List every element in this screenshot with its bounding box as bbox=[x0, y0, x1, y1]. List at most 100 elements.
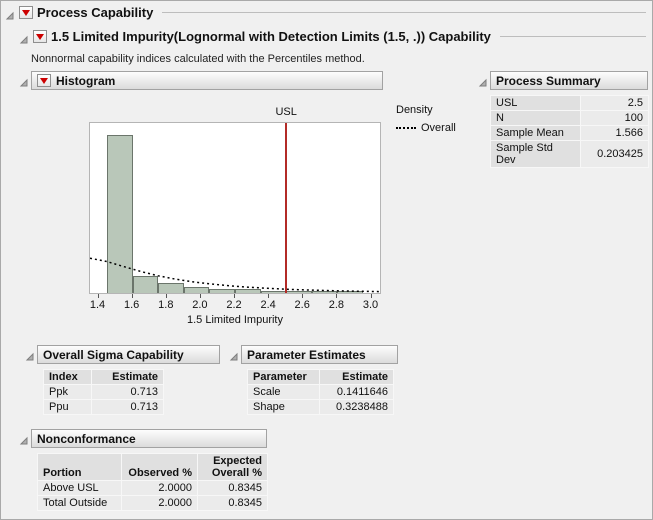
x-axis-tick-label: 1.8 bbox=[158, 299, 174, 311]
table-row: Ppu 0.713 bbox=[43, 399, 164, 415]
outline-header-capability: 1.5 Limited Impurity(Lognormal with Dete… bbox=[19, 29, 646, 44]
histogram-legend: Density Overall bbox=[396, 104, 456, 134]
x-axis-tick-label: 1.6 bbox=[123, 299, 140, 311]
summary-label: N bbox=[490, 110, 581, 126]
x-axis-tick bbox=[302, 294, 304, 298]
histogram-bar[interactable] bbox=[183, 286, 210, 293]
x-axis-tick-label: 3.0 bbox=[362, 299, 379, 311]
x-axis-tick bbox=[268, 294, 270, 298]
x-axis-tick bbox=[234, 294, 235, 298]
x-axis-tick-label: 2.0 bbox=[192, 299, 208, 311]
estimate-cell: 0.3238488 bbox=[319, 399, 394, 415]
x-axis-tick bbox=[131, 294, 133, 298]
summary-value: 0.203425 bbox=[580, 140, 649, 168]
red-triangle-menu-button[interactable] bbox=[19, 6, 33, 19]
expected-cell: 0.8345 bbox=[197, 480, 268, 496]
table-row: N 100 bbox=[490, 110, 649, 126]
x-axis-tick bbox=[370, 294, 372, 298]
legend-entry-overall[interactable]: Overall bbox=[396, 122, 456, 134]
histogram-section-header[interactable]: Histogram bbox=[31, 71, 383, 90]
observed-cell: 2.0000 bbox=[121, 480, 198, 496]
nonconformance-table: Portion Observed % Expected Overall % Ab… bbox=[37, 453, 268, 511]
disclosure-triangle-icon[interactable] bbox=[229, 349, 239, 361]
table-row: Sample Std Dev 0.203425 bbox=[490, 140, 649, 168]
table-header-row: Parameter Estimate bbox=[247, 369, 394, 385]
header-rule bbox=[162, 12, 646, 13]
x-axis-label: 1.5 Limited Impurity bbox=[187, 314, 283, 326]
x-axis-tick bbox=[97, 294, 99, 298]
legend-entry-label: Overall bbox=[421, 122, 456, 134]
summary-value: 1.566 bbox=[580, 125, 649, 141]
portion-cell: Total Outside bbox=[37, 495, 122, 511]
density-curve bbox=[90, 257, 380, 293]
process-summary-section-header[interactable]: Process Summary bbox=[490, 71, 648, 90]
histogram-bar[interactable] bbox=[311, 290, 338, 293]
summary-value: 2.5 bbox=[580, 95, 649, 111]
table-row: Total Outside 2.0000 0.8345 bbox=[37, 495, 268, 511]
estimate-cell: 0.1411646 bbox=[319, 384, 394, 400]
histogram-bar[interactable] bbox=[132, 276, 159, 293]
summary-label: USL bbox=[490, 95, 581, 111]
legend-title: Density bbox=[396, 104, 433, 116]
column-header: Estimate bbox=[91, 369, 164, 385]
nonconformance-title: Nonconformance bbox=[37, 431, 136, 446]
histogram-bar[interactable] bbox=[337, 290, 363, 293]
table-header-row: Portion Observed % Expected Overall % bbox=[37, 453, 268, 481]
table-row: Above USL 2.0000 0.8345 bbox=[37, 480, 268, 496]
disclosure-triangle-icon[interactable] bbox=[19, 433, 29, 445]
observed-cell: 2.0000 bbox=[121, 495, 198, 511]
disclosure-triangle-icon[interactable] bbox=[25, 349, 35, 361]
process-summary-table: USL 2.5 N 100 Sample Mean 1.566 Sample S… bbox=[490, 95, 649, 168]
histogram-plot[interactable] bbox=[89, 122, 381, 294]
histogram-bar[interactable] bbox=[260, 290, 287, 293]
overall-sigma-title: Overall Sigma Capability bbox=[43, 347, 184, 362]
x-axis-tick bbox=[199, 294, 201, 298]
index-cell: Ppk bbox=[43, 384, 92, 400]
table-row: Sample Mean 1.566 bbox=[490, 125, 649, 141]
column-header: Parameter bbox=[247, 369, 320, 385]
disclosure-triangle-icon[interactable] bbox=[19, 75, 29, 87]
histogram-bar[interactable] bbox=[158, 282, 184, 293]
method-note: Nonnormal capability indices calculated … bbox=[31, 53, 365, 65]
histogram-bar[interactable] bbox=[235, 288, 261, 293]
table-row: Scale 0.1411646 bbox=[247, 384, 394, 400]
x-axis-tick-label: 2.2 bbox=[226, 299, 242, 311]
estimate-cell: 0.713 bbox=[91, 384, 164, 400]
x-axis-tick-label: 2.8 bbox=[328, 299, 345, 311]
parameter-estimates-title: Parameter Estimates bbox=[247, 347, 366, 362]
red-triangle-menu-button[interactable] bbox=[37, 74, 51, 87]
parameter-estimates-section-header[interactable]: Parameter Estimates bbox=[241, 345, 398, 364]
red-triangle-menu-button[interactable] bbox=[33, 30, 47, 43]
header-rule bbox=[499, 36, 646, 37]
process-summary-title: Process Summary bbox=[496, 73, 601, 88]
disclosure-triangle-icon[interactable] bbox=[478, 75, 488, 87]
page-title: Process Capability bbox=[37, 5, 154, 20]
table-row: Ppk 0.713 bbox=[43, 384, 164, 400]
x-axis-tick-label: 2.6 bbox=[294, 299, 310, 311]
column-header: Index bbox=[43, 369, 92, 385]
summary-label: Sample Std Dev bbox=[490, 140, 581, 168]
overall-sigma-section-header[interactable]: Overall Sigma Capability bbox=[37, 345, 220, 364]
expected-cell: 0.8345 bbox=[197, 495, 268, 511]
disclosure-triangle-icon[interactable] bbox=[19, 32, 29, 43]
histogram-bar[interactable] bbox=[286, 290, 312, 293]
disclosure-triangle-icon[interactable] bbox=[5, 8, 15, 19]
column-header: Estimate bbox=[319, 369, 394, 385]
column-header: Observed % bbox=[121, 453, 198, 481]
histogram-section-title: Histogram bbox=[56, 73, 116, 88]
portion-cell: Above USL bbox=[37, 480, 122, 496]
summary-value: 100 bbox=[580, 110, 649, 126]
parameter-estimates-table: Parameter Estimate Scale 0.1411646 Shape… bbox=[247, 369, 394, 415]
outline-header-process-capability: Process Capability bbox=[5, 5, 646, 20]
estimate-cell: 0.713 bbox=[91, 399, 164, 415]
index-cell: Ppu bbox=[43, 399, 92, 415]
summary-label: Sample Mean bbox=[490, 125, 581, 141]
histogram-bar[interactable] bbox=[107, 134, 133, 293]
histogram-bar[interactable] bbox=[209, 288, 235, 293]
x-axis: 1.4 1.6 1.8 2.0 2.2 2.4 2.6 2.8 3.0 bbox=[89, 294, 381, 312]
nonconformance-section-header[interactable]: Nonconformance bbox=[31, 429, 267, 448]
table-row: USL 2.5 bbox=[490, 95, 649, 111]
table-row: Shape 0.3238488 bbox=[247, 399, 394, 415]
overall-sigma-table: Index Estimate Ppk 0.713 Ppu 0.713 bbox=[43, 369, 164, 415]
